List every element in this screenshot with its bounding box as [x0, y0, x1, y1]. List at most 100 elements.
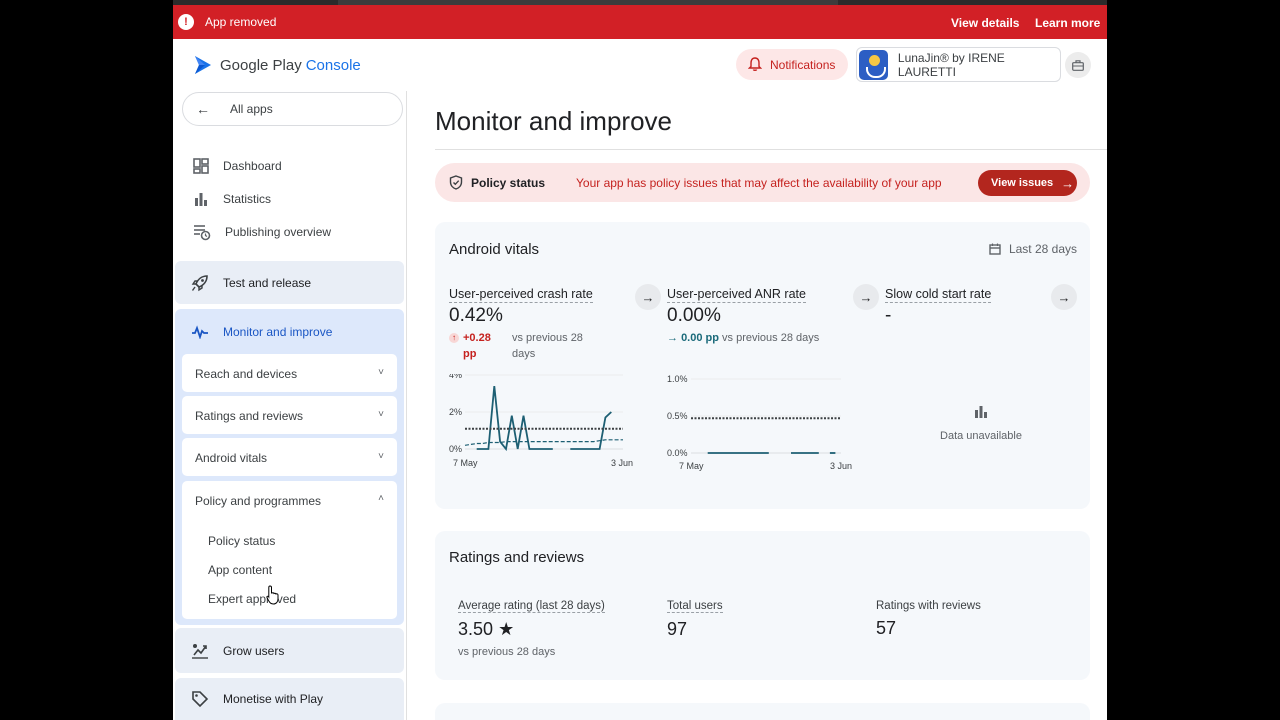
logo-console-text: Console	[305, 56, 361, 74]
google-play-console-logo[interactable]: Google Play Console	[193, 55, 361, 75]
link-app-content[interactable]: App content	[208, 563, 273, 577]
sidebar-item-statistics[interactable]: Statistics	[193, 191, 271, 207]
policy-programmes-toggle[interactable]: Policy and programmes	[195, 494, 322, 508]
account-name: LunaJin® by IRENE LAURETTI	[897, 50, 1005, 79]
crash-rate-line	[570, 411, 612, 450]
main-content: Monitor and improve Policy status Your a…	[435, 91, 1107, 720]
sidebar-item-publishing-overview[interactable]: Publishing overview	[193, 223, 331, 241]
slow-cold-start-title[interactable]: Slow cold start rate	[885, 287, 992, 303]
link-expert-approved[interactable]: Expert approved	[208, 592, 297, 606]
x-tick-label: 7 May	[453, 458, 478, 468]
chevron-down-icon: ˅	[378, 367, 384, 378]
average-rating-value-row: 3.50 ★	[458, 619, 605, 640]
play-console-app: ! App removed View details Learn more Go…	[173, 0, 1107, 720]
monitor-header[interactable]: Monitor and improve	[191, 325, 332, 339]
sidebar-section-test-and-release[interactable]: Test and release	[175, 261, 404, 304]
date-range[interactable]: Last 28 days	[989, 242, 1077, 256]
subsection-label: Reach and devices	[195, 367, 298, 381]
arrow-right-icon[interactable]: →	[853, 284, 879, 310]
chevron-up-icon[interactable]: ˄	[378, 493, 384, 504]
notifications-button[interactable]: Notifications	[736, 49, 848, 80]
crash-rate-line	[476, 386, 553, 452]
all-apps-button[interactable]: ← All apps	[182, 92, 403, 126]
sidebar: ← All apps Dashboard Statistics Publishi…	[173, 91, 407, 720]
policy-status-message: Your app has policy issues that may affe…	[576, 176, 942, 190]
arrow-right-icon[interactable]: →	[1051, 284, 1077, 310]
x-tick-label: 3 Jun	[830, 461, 852, 471]
play-logo-icon	[195, 56, 211, 74]
sidebar-section-monetise[interactable]: Monetise with Play	[175, 678, 404, 720]
arrow-right-icon: →	[667, 332, 682, 344]
sidebar-item-dashboard[interactable]: Dashboard	[193, 158, 282, 174]
view-issues-label: View issues	[991, 177, 1054, 189]
header: Google Play Console Notifications LunaJi…	[173, 39, 1107, 91]
x-tick-label: 7 May	[679, 461, 704, 471]
anr-rate-chart: 1.0% 0.5% 0.0% 7 May 3 Jun	[667, 374, 852, 471]
subsection-ratings-and-reviews[interactable]: Ratings and reviews ˅	[182, 396, 397, 434]
y-tick-label: 0%	[449, 444, 462, 454]
data-unavailable-label: Data unavailable	[940, 430, 1022, 442]
crash-rate-chart: 4% 2% 0% 7 May 3 Jun	[449, 374, 633, 468]
x-tick-label: 3 Jun	[611, 458, 633, 468]
ratings-reviews-card: Ratings and reviews Average rating (last…	[435, 531, 1090, 680]
slow-cold-start-value: -	[885, 305, 892, 326]
view-issues-button[interactable]: View issues →	[978, 170, 1077, 196]
anr-rate-delta-suffix: vs previous 28 days	[722, 332, 820, 344]
total-users-label[interactable]: Total users	[667, 600, 723, 613]
view-details-link[interactable]: View details	[951, 16, 1020, 30]
ratings-with-reviews-label: Ratings with reviews	[876, 600, 981, 612]
account-switcher[interactable]: LunaJin® by IRENE LAURETTI	[856, 47, 1061, 82]
average-rating-label[interactable]: Average rating (last 28 days)	[458, 600, 605, 613]
link-policy-status[interactable]: Policy status	[208, 534, 276, 548]
ratings-with-reviews-value: 57	[876, 618, 897, 638]
average-rating-value: 3.50	[458, 619, 494, 639]
learn-more-link[interactable]: Learn more	[1035, 16, 1101, 30]
crash-rate-delta: ↑ +0.28 pp vs previous 28 days	[449, 330, 602, 362]
crash-series-group	[464, 386, 623, 452]
subsection-label: Android vitals	[195, 451, 268, 465]
subsection-reach-and-devices[interactable]: Reach and devices ˅	[182, 354, 397, 392]
subsection-policy-and-programmes: Policy and programmes ˄ Policy status Ap…	[182, 481, 397, 619]
crash-rate-metric: User-perceived crash rate → 0.42% ↑ +0.2…	[449, 274, 661, 508]
crash-rate-title[interactable]: User-perceived crash rate	[449, 287, 593, 303]
publishing-icon	[194, 225, 211, 241]
star-icon: ★	[498, 619, 515, 639]
anr-rate-title[interactable]: User-perceived ANR rate	[667, 287, 806, 303]
android-vitals-card: Android vitals Last 28 days User-perceiv…	[435, 222, 1090, 509]
y-tick-label: 2%	[449, 407, 462, 417]
y-tick-label: 4%	[449, 374, 462, 380]
logo-text: Google Play	[220, 56, 302, 74]
arrow-right-icon[interactable]: →	[635, 284, 661, 310]
app-avatar	[859, 49, 888, 80]
sidebar-item-label: Statistics	[223, 192, 272, 206]
y-tick-label: 0.0%	[667, 448, 688, 458]
title-divider	[435, 149, 1107, 150]
arrow-right-icon: →	[1061, 175, 1075, 191]
calendar-icon	[989, 243, 1001, 255]
grow-users-icon	[192, 643, 208, 659]
app-removed-banner: ! App removed View details Learn more	[173, 5, 1107, 39]
date-range-label: Last 28 days	[1008, 242, 1077, 256]
crash-rate-value: 0.42%	[449, 305, 503, 326]
sidebar-section-grow-users[interactable]: Grow users	[175, 628, 404, 673]
briefcase-icon[interactable]	[1065, 52, 1091, 78]
sidebar-item-label: Dashboard	[223, 159, 282, 173]
peers-line	[464, 439, 623, 446]
exclamation-icon: !	[178, 14, 194, 30]
subsection-android-vitals[interactable]: Android vitals ˅	[182, 438, 397, 476]
arrow-up-icon: ↑	[449, 333, 459, 343]
page-title: Monitor and improve	[435, 106, 672, 136]
ratings-with-reviews-stat: Ratings with reviews 57	[876, 600, 981, 639]
section-label: Monetise with Play	[223, 692, 324, 706]
dashboard-icon	[193, 158, 209, 174]
slow-cold-start-metric: Slow cold start rate → - Data unavailabl…	[885, 274, 1077, 508]
anr-rate-delta: → 0.00 pp vs previous 28 days	[667, 330, 819, 346]
banner-message: App removed	[205, 15, 277, 29]
all-apps-label: All apps	[230, 102, 273, 116]
statistics-icon	[195, 193, 207, 206]
rocket-icon	[191, 274, 208, 291]
average-rating-stat: Average rating (last 28 days) 3.50 ★ vs …	[458, 600, 605, 658]
monitor-label: Monitor and improve	[223, 325, 333, 339]
anr-series-group	[691, 417, 841, 454]
crash-rate-delta-suffix: vs previous 28 days	[512, 332, 583, 360]
